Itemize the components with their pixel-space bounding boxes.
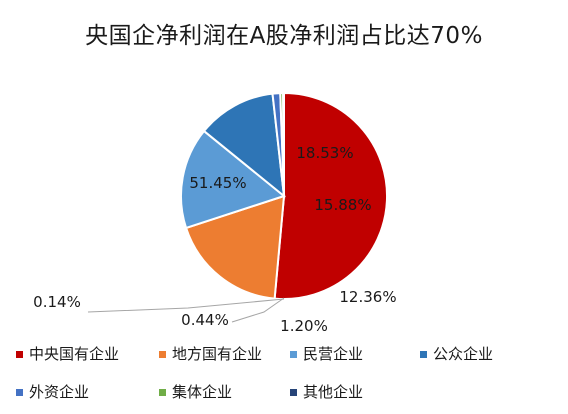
legend-label: 外资企业 [29,383,90,401]
data-label: 1.20% [280,317,328,335]
pie-slice [184,194,286,300]
pie-slice [282,91,285,197]
legend-label: 公众企业 [433,345,494,363]
legend-item: 民营企业 [290,343,363,365]
data-label: 18.53% [296,144,353,162]
data-label: 0.14% [33,293,81,311]
legend-item: 其他企业 [290,381,363,403]
legend-swatch [420,350,427,358]
legend-item: 公众企业 [420,343,493,365]
legend-label: 地方国有企业 [172,345,263,363]
legend-swatch [290,388,297,396]
leader-line [87,298,285,313]
data-label: 12.36% [339,288,396,306]
legend-item: 中央国有企业 [16,343,119,365]
legend-swatch [159,350,166,358]
pie-slice [273,91,388,300]
legend-swatch [159,388,166,396]
legend-label: 其他企业 [303,383,364,401]
leader-line [231,297,285,323]
legend-item: 地方国有企业 [159,343,262,365]
legend-item: 外资企业 [16,381,89,403]
legend-swatch [16,350,23,358]
data-label: 51.45% [189,174,246,192]
pie-slice [202,92,286,199]
data-label: 15.88% [314,196,371,214]
legend-swatch [16,388,23,396]
legend-swatch [290,350,297,358]
legend-label: 集体企业 [172,383,233,401]
legend-item: 集体企业 [159,381,232,403]
pie-slice [180,129,287,230]
legend-label: 民营企业 [303,345,364,363]
legend-label: 中央国有企业 [29,345,120,363]
data-label: 0.44% [181,311,229,329]
chart-title: 央国企净利润在A股净利润占比达70% [85,23,483,49]
